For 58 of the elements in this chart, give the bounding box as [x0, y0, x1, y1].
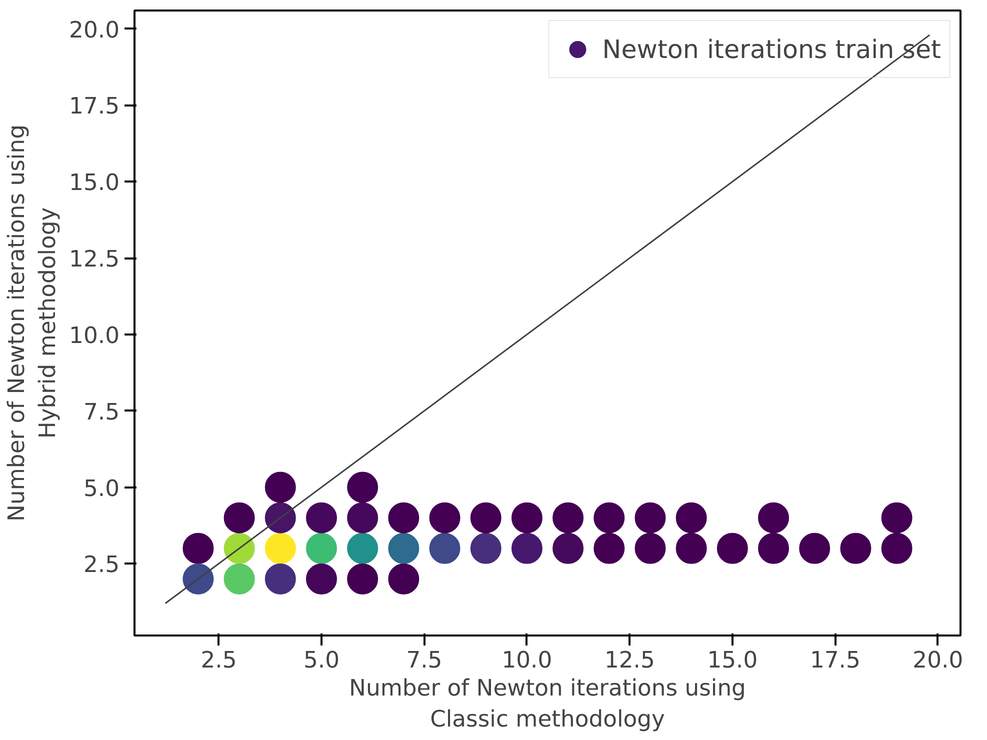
point: [347, 502, 378, 534]
point: [224, 563, 255, 594]
y-tick-label: 5.0: [83, 476, 120, 502]
point: [388, 563, 420, 594]
point: [182, 563, 214, 594]
point: [388, 532, 420, 564]
x-tick-label: 20.0: [912, 648, 964, 674]
point: [634, 532, 666, 564]
point: [799, 532, 830, 564]
point: [470, 532, 502, 564]
x-tick-label: 2.5: [200, 648, 237, 674]
y-tick-label: 15.0: [69, 170, 120, 196]
point: [264, 502, 296, 534]
point: [224, 502, 255, 534]
x-tick-label: 17.5: [810, 648, 860, 674]
point: [429, 502, 460, 534]
point: [676, 502, 707, 534]
point: [758, 502, 790, 534]
point: [470, 502, 502, 534]
point: [388, 502, 420, 534]
point: [264, 563, 296, 594]
point: [306, 502, 337, 534]
point: [264, 532, 296, 564]
point: [840, 532, 872, 564]
y-tick-label: 2.5: [83, 552, 120, 578]
point: [881, 532, 912, 564]
point: [552, 502, 584, 534]
x-axis-title: Number of Newton iterations using Classic methodology: [349, 676, 746, 733]
x-tick-label: 7.5: [406, 648, 442, 674]
point: [347, 532, 378, 564]
point: [429, 532, 460, 564]
point: [881, 502, 912, 534]
point: [758, 532, 790, 564]
point: [182, 532, 214, 564]
point: [676, 532, 707, 564]
point: [511, 502, 542, 534]
y-tick-label: 7.5: [83, 399, 120, 426]
x-tick-label: 10.0: [502, 648, 552, 674]
point: [594, 532, 625, 564]
point: [716, 532, 748, 564]
point: [347, 472, 378, 503]
point: [264, 472, 296, 503]
y-tick-label: 20.0: [69, 17, 120, 44]
x-tick-label: 15.0: [707, 648, 758, 674]
point: [552, 532, 584, 564]
x-tick-label: 5.0: [303, 648, 340, 674]
y-tick-label: 10.0: [69, 322, 120, 349]
y-axis-title: Number of Newton iterations using Hybrid methodology: [4, 124, 62, 522]
point: [306, 563, 337, 594]
point: [306, 532, 337, 564]
x-tick-label: 12.5: [604, 648, 655, 674]
y-tick-label: 12.5: [69, 246, 120, 273]
point: [511, 532, 542, 564]
point: [347, 563, 378, 594]
point: [594, 502, 625, 534]
point: [224, 532, 255, 564]
point: [634, 502, 666, 534]
y-tick-label: 17.5: [69, 94, 120, 120]
